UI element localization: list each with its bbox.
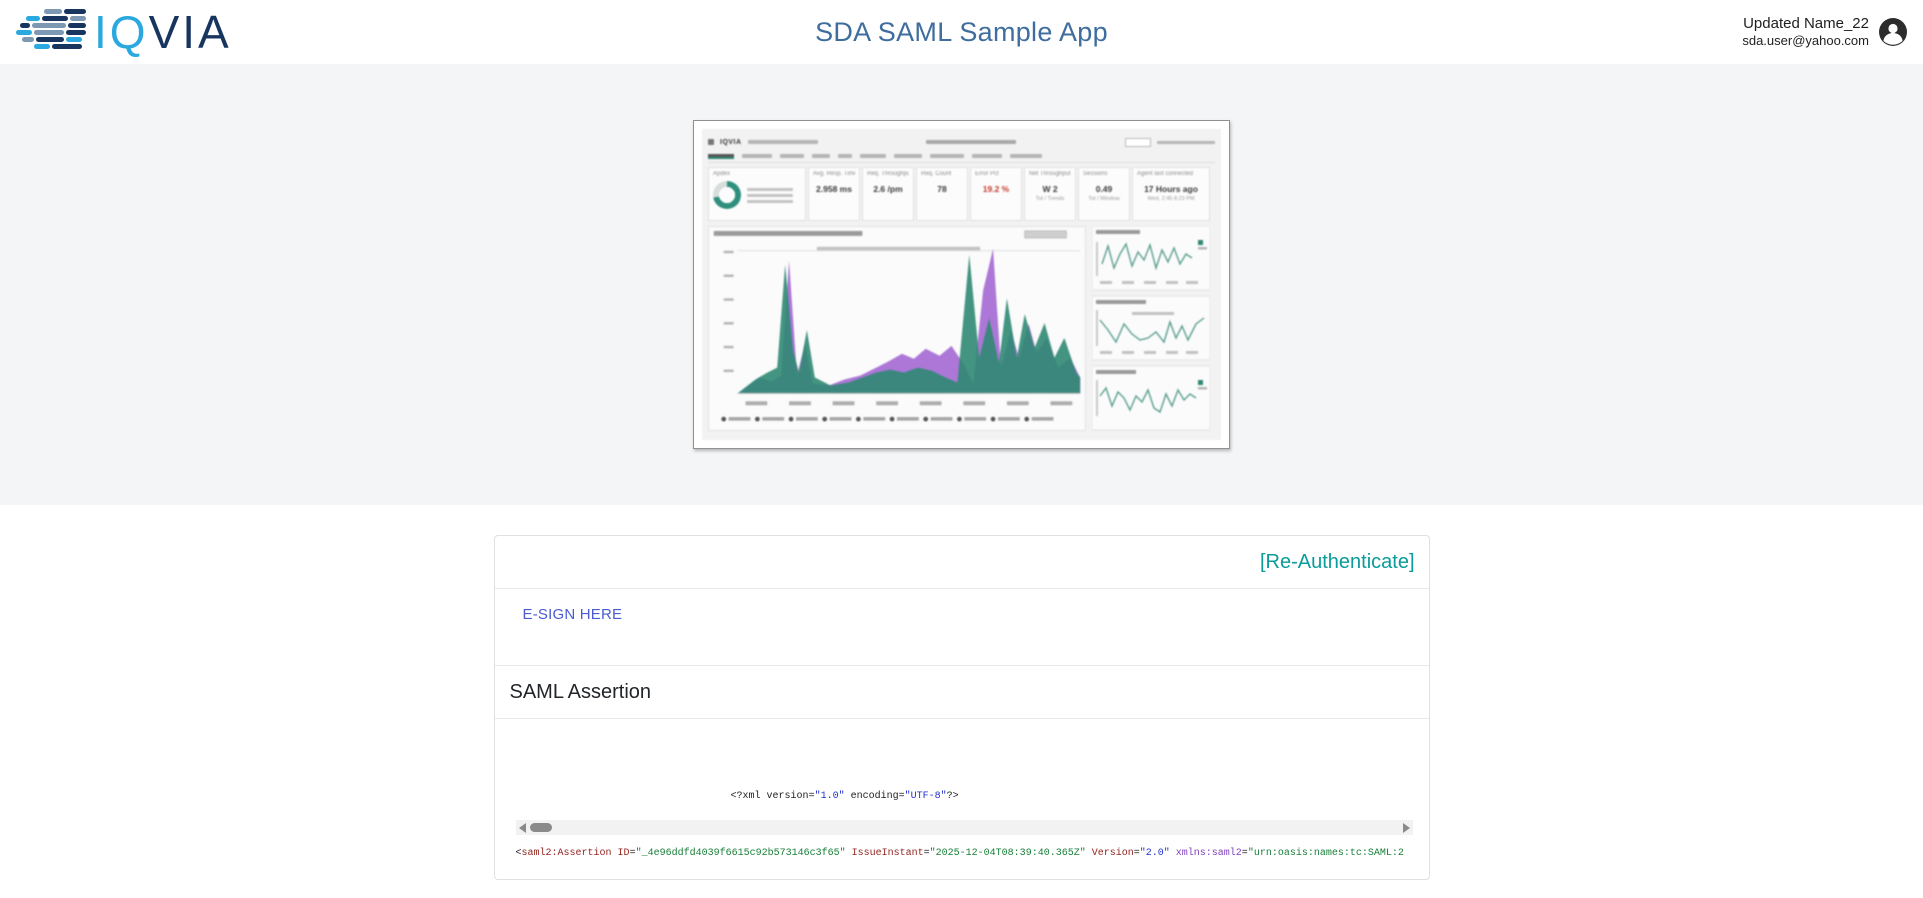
thumb-area-chart: [708, 226, 1086, 431]
saml-xml-code: <?xml version="1.0" encoding="UTF-8"?> <…: [495, 719, 1429, 898]
xml-declaration-line: <?xml version="1.0" encoding="UTF-8"?>: [730, 791, 959, 802]
thumb-kpi-value: W 2: [1042, 184, 1058, 194]
iqvia-logo: IQVIA: [14, 6, 815, 58]
thumb-kpi-value: 78: [937, 184, 947, 194]
thumb-kpi-subtext: Wed, 2:45 8:23 PM: [1147, 196, 1195, 202]
thumb-kpi-tile: Req. Throughput 2.6 /pm: [862, 167, 914, 221]
thumb-kpi-label: Error Pct: [975, 171, 999, 177]
saml-assertion-title: SAML Assertion: [509, 680, 652, 703]
user-email: sda.user@yahoo.com: [1742, 33, 1869, 49]
page-title: SDA SAML Sample App: [815, 16, 1108, 47]
thumb-kpi-tile: Sessions 0.49 Tot / Window: [1078, 167, 1130, 221]
thumb-kpi-tile: Error Pct 19.2 %: [970, 167, 1022, 221]
thumb-kpi-value: 2.6 /pm: [873, 184, 903, 194]
thumb-kpi-label: Sessions: [1083, 171, 1108, 177]
scroll-left-arrow-icon[interactable]: [518, 823, 526, 833]
thumb-kpi-value: 0.49: [1095, 184, 1113, 194]
user-avatar-icon[interactable]: [1877, 16, 1909, 48]
thumb-brand: IQVIA: [720, 138, 742, 146]
esign-link[interactable]: E-SIGN HERE: [522, 606, 623, 623]
thumb-kpi-label: Apdex: [713, 171, 731, 177]
thumb-kpi-value: 17 Hours ago: [1144, 184, 1198, 194]
svg-text:IQVIA: IQVIA: [94, 6, 232, 58]
thumb-kpi-tile: Avg. Resp. Time 2.958 ms: [808, 167, 860, 221]
thumb-kpi-subtext: Tot / Trends: [1035, 196, 1065, 202]
thumb-kpi-tile: Agent last connected 17 Hours ago Wed, 2:4…: [1132, 167, 1210, 221]
saml-card: [Re-Authenticate] E-SIGN HERE SAML Asser…: [493, 535, 1430, 880]
dashboard-thumbnail-image: IQVIA Apdex Avg. Resp. Time 2.958 ms Req. T…: [693, 120, 1230, 449]
reauthenticate-link[interactable]: [Re-Authenticate]: [1259, 550, 1415, 573]
thumb-kpi-value: 19.2 %: [982, 184, 1010, 194]
thumb-kpi-subtext: Tot / Window: [1088, 196, 1120, 202]
xml-assertion-line: <saml2:Assertion ID="_4e96ddfd4039f6615c…: [515, 848, 1404, 859]
horizontal-scrollbar[interactable]: [515, 820, 1413, 835]
thumb-kpi-tile: Apdex: [708, 167, 806, 221]
thumb-kpi-tile: Net Throughput W 2 Tot / Trends: [1024, 167, 1076, 221]
thumb-kpi-label: Net Throughput: [1029, 171, 1071, 177]
thumb-kpi-label: Agent last connected: [1137, 171, 1194, 177]
thumb-apdex-donut-icon: [713, 181, 741, 209]
scroll-right-arrow-icon[interactable]: [1402, 823, 1410, 833]
thumb-kpi-tile: Req. Count 78: [916, 167, 968, 221]
thumb-mini-charts: [1092, 226, 1210, 431]
user-name: Updated Name_22: [1743, 14, 1869, 32]
thumb-dropdown: [1125, 137, 1151, 147]
thumb-kpi-value: 2.958 ms: [816, 184, 852, 194]
thumb-kpi-label: Avg. Resp. Time: [813, 171, 855, 177]
iqvia-logo-icon: IQVIA: [16, 6, 232, 58]
app-header: IQVIA SDA SAML Sample App Updated Name_2…: [0, 0, 1923, 64]
thumb-kpi-label: Req. Throughput: [867, 171, 909, 177]
thumb-tabs: [708, 150, 1215, 163]
scrollbar-thumb[interactable]: [529, 823, 552, 832]
hero-section: IQVIA Apdex Avg. Resp. Time 2.958 ms Req. T…: [0, 64, 1923, 505]
thumb-kpi-label: Req. Count: [921, 171, 952, 177]
thumb-kpi-row: Apdex Avg. Resp. Time 2.958 ms Req. Through…: [708, 167, 1215, 221]
